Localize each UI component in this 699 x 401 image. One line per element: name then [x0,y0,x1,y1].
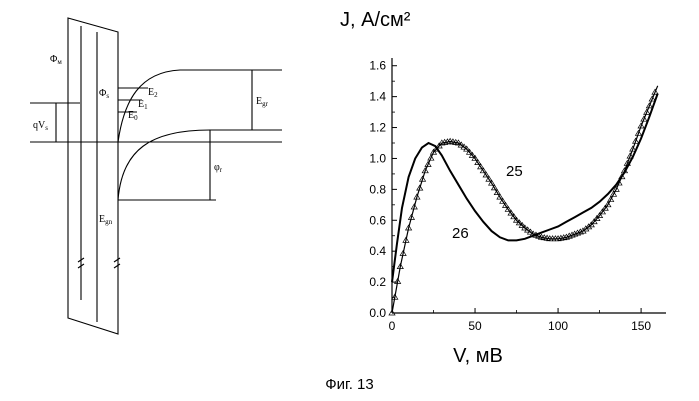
y-tick-label: 1.4 [369,90,386,104]
label-phi-m: Φм [50,54,62,66]
figure-caption: Фиг. 13 [0,376,699,393]
y-tick-label: 0.8 [369,182,386,196]
chart-y-axis-label: J, А/см² [340,9,411,31]
y-tick-label: 1.6 [369,59,386,73]
y-tick-label: 0.2 [369,275,386,289]
y-tick-label: 1.2 [369,121,386,135]
jv-chart: J, А/см² V, мВ 0.0 0.2 0.4 0.6 0.8 1.0 1.2 1.4 1… [340,9,666,367]
label-phi-r: φr [214,162,223,174]
x-tick-label: 100 [548,319,568,333]
chart-plot-area [389,86,658,315]
band-diagram [30,18,282,334]
series-label-26: 26 [452,225,469,242]
x-tick-label: 0 [389,319,396,333]
label-qv: qVs [33,120,48,132]
y-tick-label: 1.0 [369,151,386,165]
chart-x-axis-label: V, мВ [453,345,503,367]
chart-axes: 0.0 0.2 0.4 0.6 0.8 1.0 1.2 1.4 1.6 0 50 100 150 [369,58,666,333]
label-e2: E2 [148,87,158,99]
x-tick-label: 50 [468,319,482,333]
label-eg-right: Egr [256,96,269,108]
y-tick-label: 0.6 [369,213,386,227]
y-tick-label: 0.4 [369,244,386,258]
barrier-block [68,18,118,334]
series-line-26 [392,94,658,283]
y-tick-label: 0.0 [369,306,386,320]
x-tick-label: 150 [631,319,651,333]
label-e1: E1 [138,99,148,111]
series-label-25: 25 [506,163,523,180]
valence-band-curve [118,130,282,200]
series-line-25 [392,86,658,313]
